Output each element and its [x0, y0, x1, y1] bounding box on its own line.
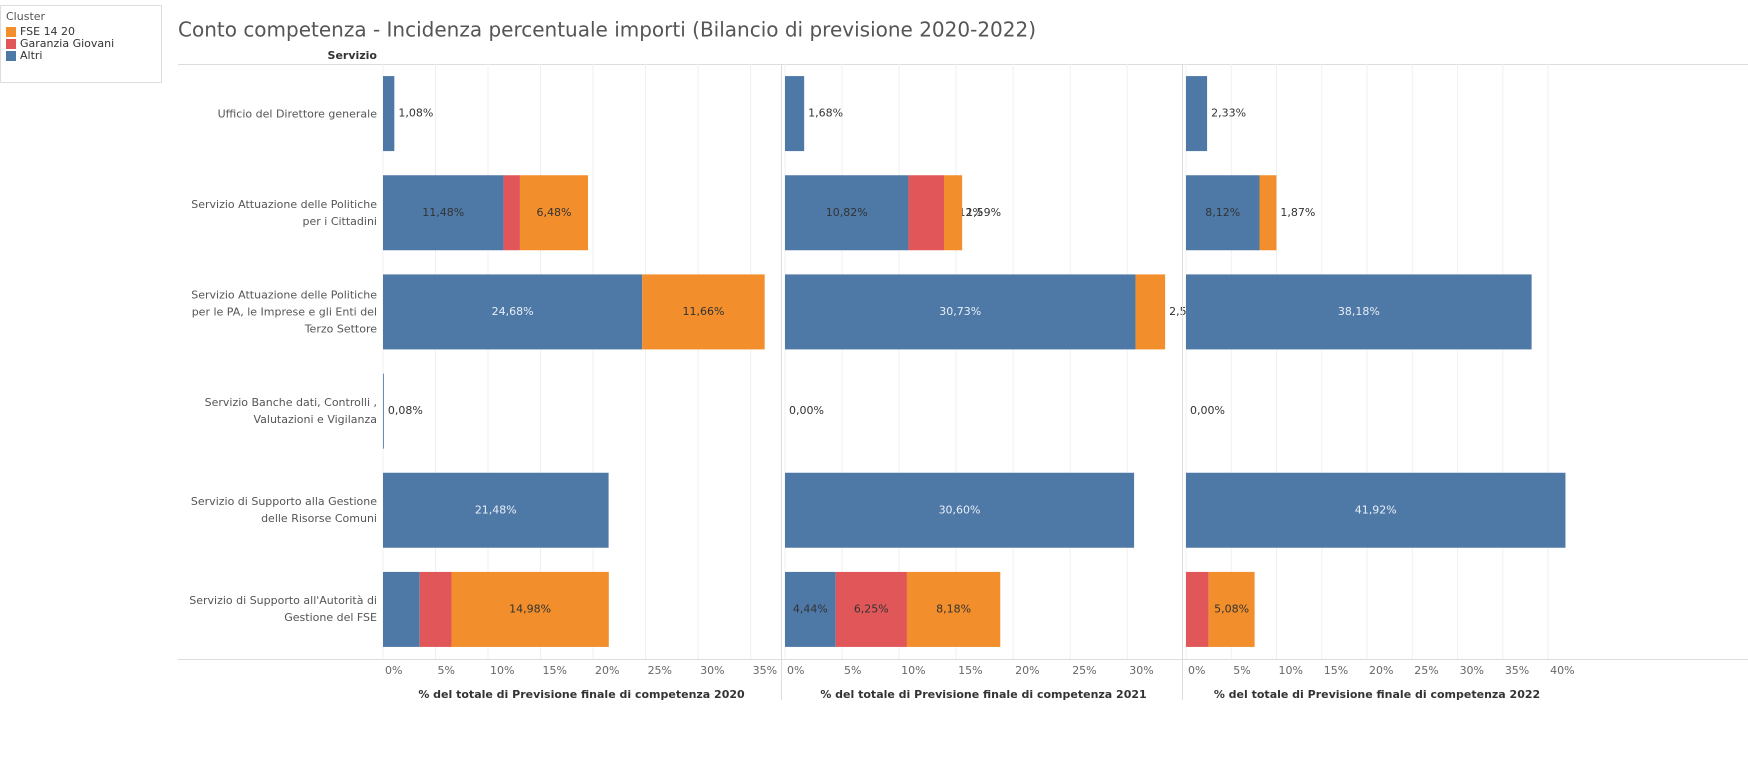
- x-tick-label: 35%: [753, 664, 777, 677]
- x-axis-title: % del totale di Previsione finale di com…: [418, 688, 745, 701]
- bar-segment: [519, 175, 589, 251]
- bar-segment: [503, 175, 520, 251]
- x-axis-title: % del totale di Previsione finale di com…: [820, 688, 1146, 701]
- data-label: 11,48%: [422, 206, 464, 219]
- data-label: 1,08%: [398, 107, 433, 120]
- category-label: Ufficio del Direttore generale: [217, 107, 377, 121]
- x-tick-label: 0%: [787, 664, 804, 677]
- bar-segment: [908, 175, 945, 251]
- x-tick-label: 30%: [1129, 664, 1153, 677]
- bar-segment: [1186, 76, 1208, 152]
- data-label: 8,18%: [936, 602, 971, 615]
- x-tick-label: 10%: [490, 664, 514, 677]
- x-tick-label: 25%: [648, 664, 672, 677]
- x-tick-label: 35%: [1505, 664, 1529, 677]
- bar-segment: [785, 76, 805, 152]
- bar-segment: [785, 472, 1135, 548]
- data-label: 1,68%: [808, 107, 843, 120]
- x-tick-label: 10%: [901, 664, 925, 677]
- data-label: 30,73%: [939, 305, 981, 318]
- category-label: Servizio Attuazione delle Politiche per …: [191, 288, 377, 336]
- data-label: 1,87%: [1280, 206, 1315, 219]
- bar-segment: [383, 175, 504, 251]
- x-tick-label: 20%: [1369, 664, 1393, 677]
- data-label: 6,48%: [537, 206, 572, 219]
- data-label: 10,82%: [826, 206, 868, 219]
- data-label: 11,66%: [682, 305, 724, 318]
- x-tick-label: 20%: [595, 664, 619, 677]
- bar-segment: [785, 175, 909, 251]
- data-label: 38,18%: [1338, 305, 1380, 318]
- x-tick-label: 10%: [1279, 664, 1303, 677]
- bar-segment: [419, 571, 452, 647]
- bar-segment: [383, 472, 609, 548]
- x-tick-label: 0%: [385, 664, 402, 677]
- data-label: 2,33%: [1211, 107, 1246, 120]
- bar-segment: [1186, 472, 1566, 548]
- bar-segment: [906, 571, 1001, 647]
- legend-title: Cluster: [6, 10, 46, 23]
- data-label: 14,98%: [509, 602, 551, 615]
- bar-segment: [785, 571, 836, 647]
- data-label: 41,92%: [1355, 503, 1397, 516]
- data-label: 8,12%: [1205, 206, 1240, 219]
- bar-segment: [451, 571, 609, 647]
- bar-segment: [1186, 571, 1209, 647]
- chart-title: Conto competenza - Incidenza percentuale…: [178, 18, 1036, 42]
- bar-segment: [383, 76, 395, 152]
- x-tick-label: 5%: [844, 664, 861, 677]
- bar-segment: [1186, 175, 1260, 251]
- x-tick-label: 30%: [1460, 664, 1484, 677]
- bar-segment: [383, 571, 420, 647]
- x-tick-label: 0%: [1188, 664, 1205, 677]
- bar-segment: [1135, 274, 1166, 350]
- data-label: 0,08%: [388, 404, 423, 417]
- bar-segment: [383, 373, 384, 449]
- x-tick-label: 5%: [1233, 664, 1250, 677]
- bar-segment: [785, 274, 1136, 350]
- legend-label: Altri: [20, 49, 42, 62]
- x-tick-label: 15%: [958, 664, 982, 677]
- x-tick-label: 15%: [543, 664, 567, 677]
- bar-segment: [1208, 571, 1255, 647]
- data-label: 5,08%: [1214, 602, 1249, 615]
- x-tick-label: 5%: [438, 664, 455, 677]
- x-tick-label: 15%: [1324, 664, 1348, 677]
- row-axis-label: Servizio: [328, 49, 378, 62]
- data-label: 6,25%: [854, 602, 889, 615]
- x-tick-label: 30%: [700, 664, 724, 677]
- legend-box: [0, 5, 162, 83]
- x-tick-label: 25%: [1072, 664, 1096, 677]
- bar-segment: [1186, 274, 1532, 350]
- legend-swatch: [6, 27, 16, 37]
- x-tick-label: 25%: [1414, 664, 1438, 677]
- bar-segment: [642, 274, 765, 350]
- legend-swatch: [6, 39, 16, 49]
- data-label: 21,48%: [475, 503, 517, 516]
- data-label: 1,59%: [966, 206, 1001, 219]
- category-label: Servizio Banche dati, Controlli , Valuta…: [204, 396, 377, 427]
- x-tick-label: 40%: [1550, 664, 1574, 677]
- category-label: Servizio di Supporto alla Gestione delle…: [190, 495, 377, 526]
- legend-label: FSE 14 20: [20, 25, 75, 38]
- bar-segment: [1259, 175, 1277, 251]
- category-label: Servizio di Supporto all'Autorità di Ges…: [189, 594, 377, 625]
- bar-segment: [944, 175, 963, 251]
- data-label: 0,00%: [789, 404, 824, 417]
- data-label: 24,68%: [492, 305, 534, 318]
- data-label: 30,60%: [939, 503, 981, 516]
- x-axis-title: % del totale di Previsione finale di com…: [1214, 688, 1540, 701]
- bar-segment: [835, 571, 907, 647]
- data-label: 4,44%: [793, 602, 828, 615]
- legend-label: Garanzia Giovani: [20, 37, 114, 50]
- data-label: 0,00%: [1190, 404, 1225, 417]
- legend-swatch: [6, 51, 16, 61]
- x-tick-label: 20%: [1015, 664, 1039, 677]
- category-label: Servizio Attuazione delle Politiche per …: [191, 197, 377, 228]
- bar-segment: [383, 274, 643, 350]
